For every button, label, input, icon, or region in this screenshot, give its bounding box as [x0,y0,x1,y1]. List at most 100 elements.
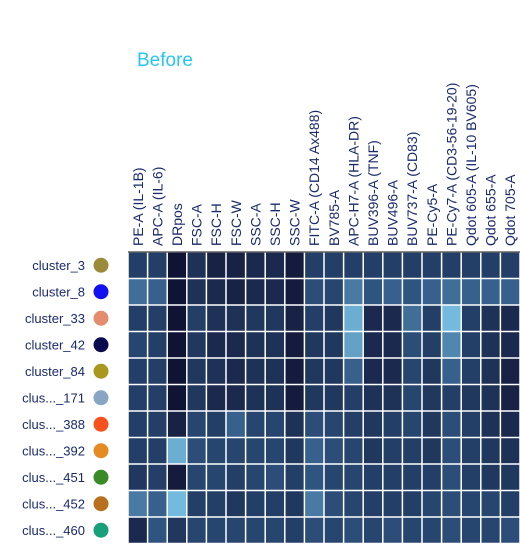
heatmap-cell [206,331,226,358]
heatmap-cell [186,252,207,279]
heatmap-cell [480,411,501,438]
heatmap-cell [186,305,207,332]
heatmap-cell [245,278,266,305]
column-label: Qdot 605-A (IL-10 BV605) [463,84,479,246]
heatmap-cell [363,331,383,358]
heatmap-cell [363,437,383,464]
heatmap-cell [500,252,520,279]
heatmap-cell [480,384,501,411]
heatmap-cell [304,411,324,438]
heatmap-cell [167,517,187,544]
heatmap-cell [343,411,364,438]
column-label: FSC-A [189,203,205,246]
row-color-dot [93,257,109,273]
heatmap-cell [382,464,403,491]
heatmap-cell [304,252,324,279]
heatmap-cell [186,517,207,544]
heatmap-cell [441,252,462,279]
row-labels: cluster_3 cluster_8 cluster_33 cluster_42cl… [22,258,85,538]
heatmap-cell [265,305,285,332]
heatmap-cell [167,437,187,464]
heatmap-cells [128,252,520,544]
heatmap-cell [422,358,442,385]
heatmap-cell [304,490,324,517]
heatmap-cell [245,305,266,332]
heatmap-cell [402,252,422,279]
heatmap-cell [304,331,324,358]
heatmap-cell [382,252,403,279]
column-label: PE-Cy7-A (CD3-56-19-20) [443,83,459,246]
row-label: cluster_84 [25,364,85,379]
heatmap-cell [265,490,285,517]
row-color-dot [93,443,109,459]
heatmap-cell [128,278,148,305]
row-color-dot [93,310,109,326]
heatmap-cell [284,411,305,438]
heatmap-cell [480,358,501,385]
heatmap-cell [206,252,226,279]
row-color-dot [93,522,109,538]
heatmap-cell [402,358,422,385]
heatmap-cell [500,517,520,544]
heatmap-cell [186,490,207,517]
row-label: cluster_3 [32,258,85,273]
heatmap-cell [422,437,442,464]
heatmap-cell [363,305,383,332]
heatmap-cell [265,464,285,491]
row-color-dot [93,284,109,300]
heatmap-cell [167,305,187,332]
column-labels: PE-A (IL-1B) APC-A (IL-6) DRpos FSC-A FSC-H F… [130,83,518,246]
row-label: cluster_42 [25,337,85,352]
heatmap-cell [461,331,481,358]
heatmap-cell [284,331,305,358]
heatmap-cell [324,358,344,385]
row-color-dot [93,496,109,512]
heatmap-cell [186,411,207,438]
heatmap-cell [422,252,442,279]
heatmap-cell [324,305,344,332]
row-color-dot [93,416,109,432]
row-dots [93,257,109,538]
row-color-dot [93,390,109,406]
heatmap-cell [245,358,266,385]
heatmap-cell [128,384,148,411]
heatmap-cell [206,517,226,544]
heatmap-cell [324,517,344,544]
heatmap-cell [363,517,383,544]
heatmap-cell [167,358,187,385]
heatmap-cell [147,331,168,358]
heatmap-cell [245,331,266,358]
heatmap-cell [304,278,324,305]
heatmap-cell [402,490,422,517]
heatmap-cell [226,490,246,517]
heatmap-cell [128,358,148,385]
heatmap-cell [226,384,246,411]
row-label: clus..._460 [22,523,85,538]
heatmap-cell [402,437,422,464]
heatmap-cell [363,252,383,279]
heatmap-cell [500,305,520,332]
heatmap-cell [441,517,462,544]
heatmap-cell [304,437,324,464]
heatmap-cell [402,384,422,411]
heatmap-cell [206,358,226,385]
heatmap-cell [480,437,501,464]
heatmap-cell [245,252,266,279]
column-label: APC-A (IL-6) [149,167,165,246]
column-label: PE-Cy5-A [424,183,440,246]
heatmap-cell [500,490,520,517]
heatmap-cell [226,464,246,491]
heatmap-cell [304,358,324,385]
heatmap-cell [245,384,266,411]
heatmap-cell [167,490,187,517]
heatmap-cell [441,490,462,517]
column-label: DRpos [169,203,185,246]
heatmap-cell [186,278,207,305]
heatmap-cell [422,331,442,358]
heatmap-cell [461,437,481,464]
heatmap-cell [500,384,520,411]
heatmap-cell [304,464,324,491]
heatmap-cell [284,464,305,491]
column-label: FSC-H [208,203,224,246]
heatmap-cell [128,517,148,544]
